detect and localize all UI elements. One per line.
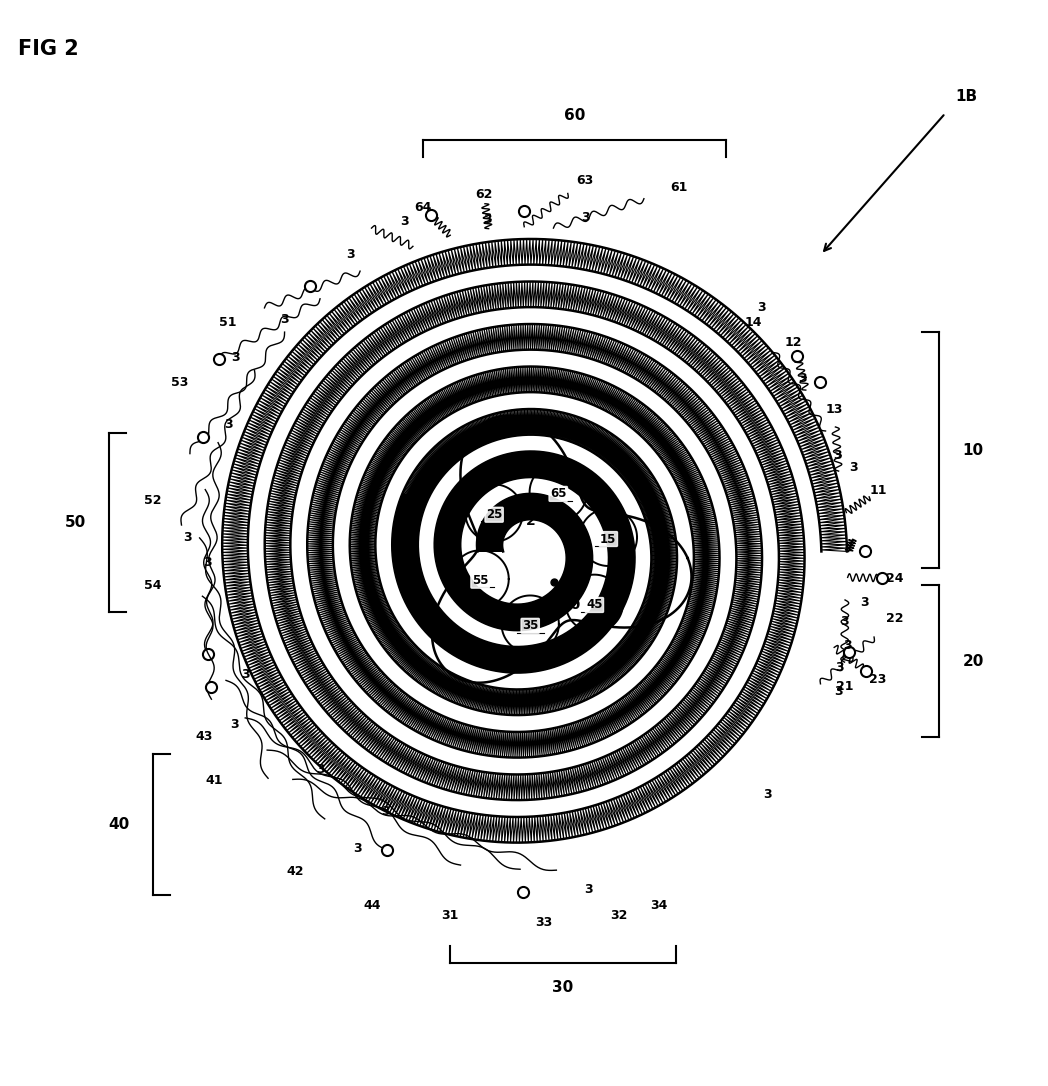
Text: 3: 3 [231,718,239,731]
Text: 32: 32 [610,909,627,922]
Text: 11: 11 [869,484,887,497]
Text: 70: 70 [562,598,581,613]
Text: 14: 14 [744,316,762,329]
Text: 65: 65 [550,488,567,501]
Text: 44: 44 [364,899,381,912]
Text: 3: 3 [281,314,289,327]
Text: 62: 62 [475,188,493,201]
Text: 2: 2 [526,514,536,528]
Text: 3: 3 [584,883,592,896]
Text: 3: 3 [316,763,325,775]
Text: 55: 55 [472,574,488,588]
Text: 52: 52 [145,494,161,507]
Text: 15: 15 [601,532,616,545]
Text: 3: 3 [763,787,772,800]
Text: 40: 40 [108,817,130,832]
Text: 3: 3 [799,371,807,384]
Text: 3: 3 [834,685,843,698]
Text: 63: 63 [576,174,593,187]
Text: 1B: 1B [956,89,978,104]
Text: 3: 3 [833,450,842,463]
Text: 64: 64 [414,201,432,214]
Text: 3: 3 [844,640,852,652]
Text: 13: 13 [826,403,843,416]
Text: 3: 3 [203,556,212,569]
Text: 34: 34 [650,899,668,912]
Text: FIG 2: FIG 2 [18,39,79,59]
Text: 3: 3 [182,531,192,544]
Text: 3: 3 [224,418,234,431]
Text: 35: 35 [522,619,539,632]
Text: 3: 3 [241,668,249,681]
Text: 53: 53 [172,377,189,390]
Text: 25: 25 [486,508,502,521]
Text: 20: 20 [962,654,984,669]
Text: 3: 3 [346,248,354,261]
Text: 3: 3 [850,460,858,473]
Text: 21: 21 [835,680,853,693]
Text: 3: 3 [353,842,362,855]
Text: 22: 22 [887,613,903,626]
Text: 3: 3 [232,351,240,364]
Text: 51: 51 [219,316,236,329]
Text: 50: 50 [64,515,86,530]
Text: 3: 3 [840,615,849,628]
Text: 3: 3 [859,596,869,609]
Text: 33: 33 [536,915,553,929]
Text: 3: 3 [399,215,409,228]
Text: 42: 42 [286,866,304,879]
Text: 41: 41 [205,774,222,787]
Text: 31: 31 [441,909,459,922]
Text: 24: 24 [887,572,903,585]
Text: 3: 3 [581,212,589,225]
Text: 60: 60 [564,109,585,123]
Text: 43: 43 [195,731,213,744]
Text: 54: 54 [145,579,161,592]
Text: 3: 3 [757,301,766,314]
Text: 10: 10 [962,443,983,458]
Text: 3: 3 [380,805,390,818]
Text: 3: 3 [483,214,492,227]
Text: 3: 3 [835,661,844,674]
Text: 12: 12 [785,336,803,349]
Text: 61: 61 [671,180,687,193]
Text: 45: 45 [586,598,603,611]
Text: 23: 23 [870,673,887,686]
Text: 30: 30 [552,980,573,995]
